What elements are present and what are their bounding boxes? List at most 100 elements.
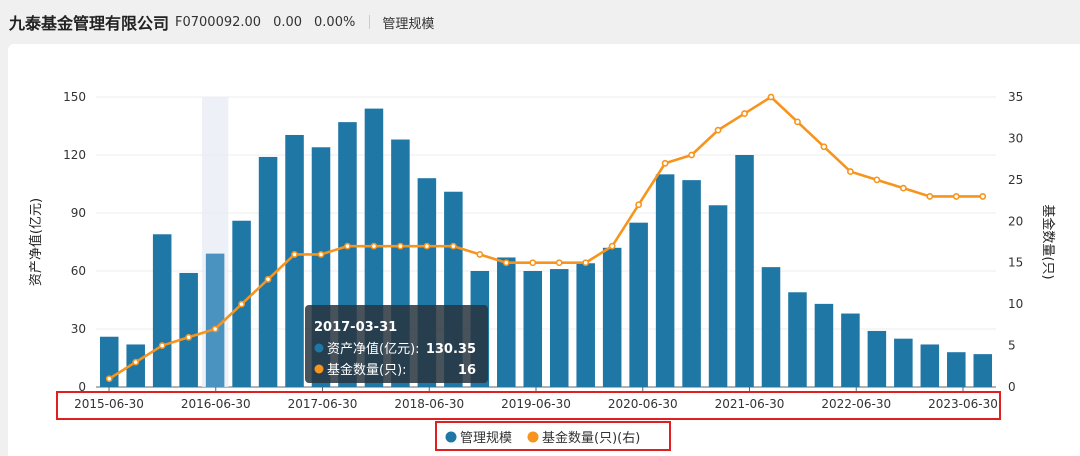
tooltip-box (305, 305, 488, 383)
line-point (608, 242, 616, 250)
bar (867, 330, 887, 387)
line-point (105, 375, 113, 383)
line-point (185, 333, 193, 341)
bar (285, 134, 304, 387)
bar (602, 247, 622, 387)
tooltip-label: 基金数量(只): (327, 362, 407, 378)
change-value: 0.00 (273, 14, 303, 30)
bar (576, 263, 595, 387)
bar-series (99, 108, 993, 387)
line-point (661, 159, 669, 167)
x-tick-label: 2018-06-30 (394, 397, 464, 411)
tooltip-title: 2017-03-31 (314, 320, 397, 335)
left-tick-label: 30 (71, 322, 86, 336)
page-header: 九泰基金管理有限公司 F0700092.00 0.00 0.00% 管理规模 (0, 0, 1080, 44)
bar (735, 155, 754, 387)
gridlines (96, 96, 996, 388)
company-title: 九泰基金管理有限公司 (9, 14, 170, 33)
x-tick-label: 2015-06-30 (74, 397, 144, 411)
line-point (555, 259, 563, 267)
right-tick-label: 35 (1008, 90, 1023, 104)
legend-label: 基金数量(只)(右) (542, 430, 640, 446)
bar (179, 272, 198, 387)
bar (126, 344, 145, 387)
line-point (529, 259, 537, 267)
chart-tooltip: 2017-03-31 资产净值(亿元): 130.35 基金数量(只): 16 (305, 305, 488, 383)
bar (788, 292, 807, 387)
tooltip-marker (314, 343, 324, 353)
bar (761, 267, 781, 387)
y-axis-right-label: 基金数量(只) (1040, 204, 1056, 279)
bar (152, 234, 172, 387)
legend-label: 管理规模 (460, 431, 512, 446)
bar (947, 352, 966, 387)
left-tick-label: 120 (63, 148, 86, 162)
line-point (344, 242, 351, 250)
x-tick-label: 2021-06-30 (715, 397, 785, 411)
line-point (873, 176, 881, 184)
fund-code: F0700092.00 (175, 14, 262, 30)
x-tick-label: 2023-06-30 (928, 397, 998, 411)
line-point (847, 168, 854, 175)
bar (708, 205, 728, 387)
line-point (317, 251, 325, 258)
bar (894, 338, 913, 387)
line-point (926, 193, 934, 200)
tooltip-label: 资产净值(亿元): (327, 341, 420, 357)
line-point (502, 259, 510, 267)
line-point (132, 358, 140, 366)
bar (682, 180, 701, 387)
bar (629, 222, 648, 387)
right-tick-label: 20 (1008, 214, 1023, 228)
line-point (449, 242, 457, 250)
x-tick-label: 2020-06-30 (608, 397, 678, 411)
line-point (476, 251, 484, 258)
series-line (108, 95, 983, 380)
line-point (211, 325, 219, 333)
right-tick-label: 5 (1008, 339, 1016, 353)
x-tick-label: 2017-06-30 (288, 397, 358, 411)
line-point (397, 242, 404, 250)
left-tick-label: 60 (71, 264, 86, 278)
bar (814, 303, 834, 387)
right-tick-label: 15 (1008, 256, 1023, 270)
x-tick-label: 2022-06-30 (821, 397, 891, 411)
line-point (979, 193, 987, 200)
line-point (635, 201, 643, 209)
line-point (767, 93, 775, 101)
tooltip-marker (314, 364, 324, 374)
right-tick-label: 10 (1008, 297, 1023, 311)
left-tick-label: 150 (63, 90, 86, 104)
line-point (899, 184, 907, 192)
line-point (952, 193, 960, 200)
bar (655, 174, 675, 387)
x-tick-label: 2016-06-30 (181, 397, 251, 411)
right-tick-label: 25 (1008, 173, 1023, 187)
line-point (582, 259, 590, 267)
bar (258, 156, 278, 387)
bar (205, 253, 225, 387)
legend-marker (527, 431, 539, 443)
bar (841, 313, 860, 387)
bar (920, 344, 940, 387)
chart-subtitle: 管理规模 (382, 16, 435, 32)
x-axis-highlight-box (56, 391, 1001, 420)
chart-legend: 管理规模 基金数量(只)(右) (445, 430, 640, 446)
line-point (291, 251, 298, 258)
right-tick-label: 30 (1008, 131, 1023, 145)
line-point (158, 342, 166, 349)
change-percent: 0.00% (314, 14, 356, 30)
tooltip-value: 16 (458, 363, 476, 378)
line-point (820, 143, 828, 151)
tooltip-value: 130.35 (426, 342, 476, 357)
left-tick-label: 90 (71, 206, 86, 220)
bar (497, 257, 516, 387)
line-point (423, 242, 431, 250)
line-point (370, 242, 378, 250)
legend-marker (445, 431, 457, 443)
line-point (714, 126, 722, 134)
line-point (688, 151, 695, 159)
x-tick-label: 2019-06-30 (501, 397, 571, 411)
legend-highlight-box (435, 421, 671, 451)
